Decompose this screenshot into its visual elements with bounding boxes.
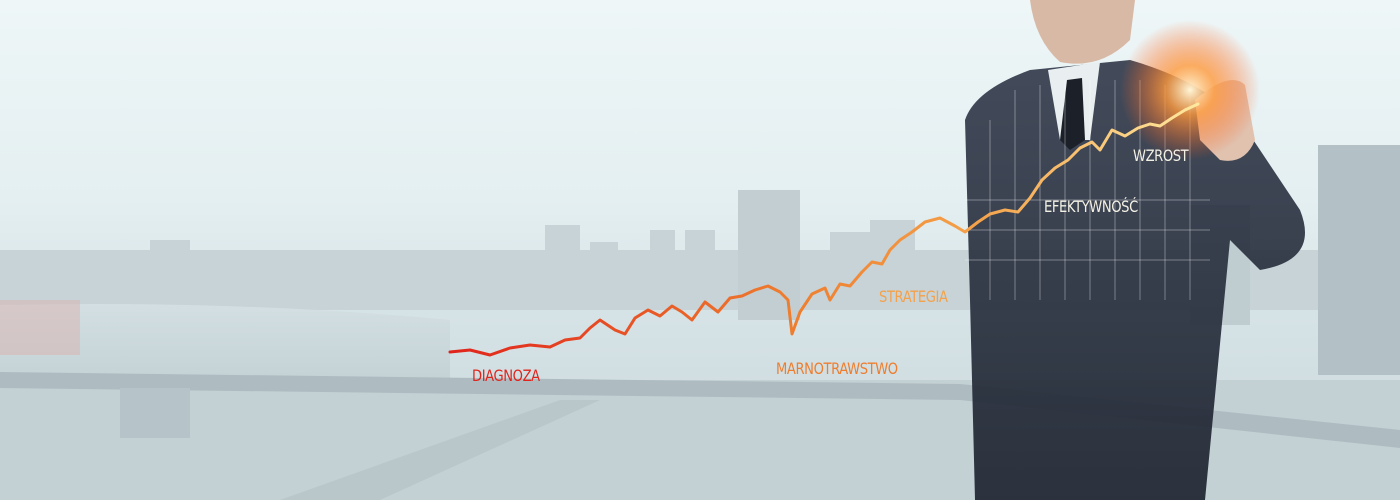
label-wzrost: WZROST xyxy=(1133,146,1189,165)
bridge-pier xyxy=(120,388,190,438)
highway xyxy=(0,372,1400,448)
label-marnotrawstwo: MARNOTRAWSTWO xyxy=(776,359,898,378)
grid-overlay xyxy=(965,80,1210,300)
river xyxy=(0,304,450,380)
pen-glow xyxy=(1120,20,1260,160)
tower xyxy=(738,190,800,320)
trend-line xyxy=(448,102,1200,357)
road xyxy=(280,400,600,500)
right-tower xyxy=(1318,145,1400,375)
label-efektywnosc: EFEKTYWNOŚĆ xyxy=(1044,197,1138,216)
label-diagnoza: DIAGNOZA xyxy=(472,366,540,385)
left-buildings xyxy=(0,300,80,355)
label-strategia: STRATEGIA xyxy=(879,287,948,306)
